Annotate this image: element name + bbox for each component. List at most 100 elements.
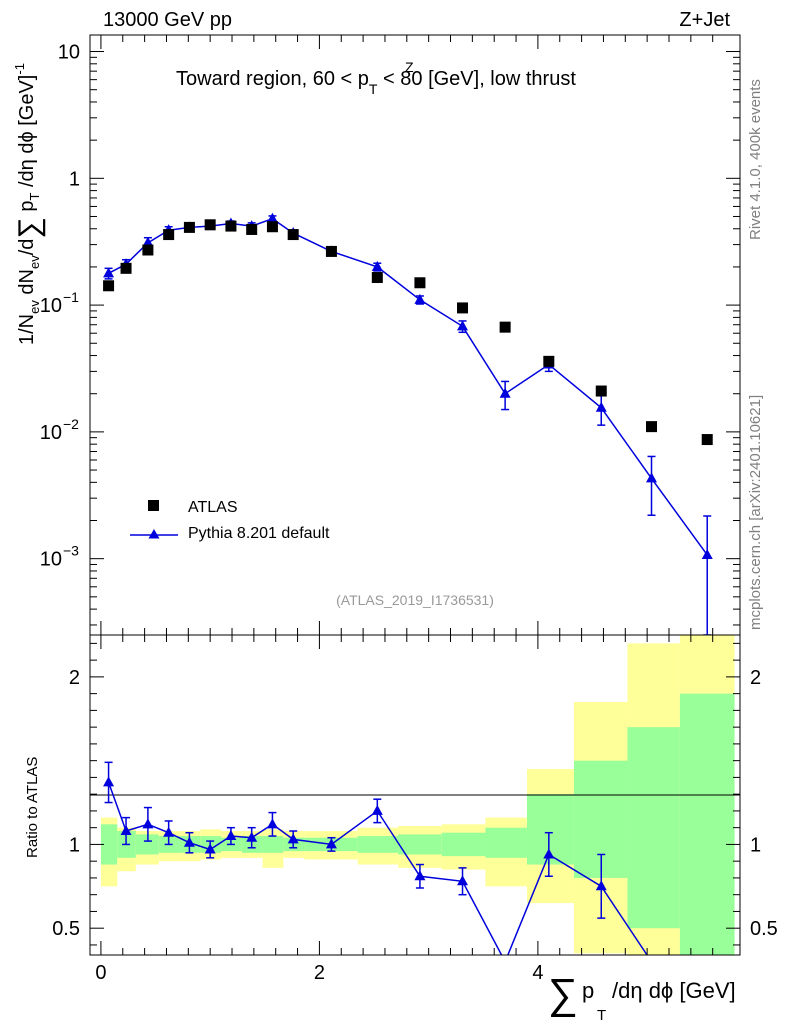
ratio-pythia-point [325,838,337,849]
ratio-y-axis: 0.5 0.5 1 1 2 2 [52,642,778,946]
ratio-inner-band [135,834,159,855]
legend-pythia-marker [148,529,160,539]
x-tick-label: 4 [532,962,543,984]
atlas-point [225,220,237,232]
atlas-point [457,302,469,314]
ratio-pythia-series [103,761,648,955]
atlas-point [371,272,383,284]
atlas-point [325,245,337,257]
atlas-point [595,385,607,397]
atlas-point [120,262,132,274]
ratio-inner-band [398,834,442,855]
pythia-point [103,267,115,278]
atlas-series [103,219,713,446]
x-tick-label: 2 [314,962,325,984]
main-plot-frame [89,34,741,636]
x-tick-label: 0 [95,962,106,984]
main-y-tick-label: 10 [40,549,62,571]
main-y-label-text: 1/Nev dNev/d∑ pT /dη dϕ [GeV]-1 [12,63,46,345]
pythia-point [266,212,278,223]
plot-title: Toward region, 60 < pT < 80 [GeV], low t… [176,68,576,97]
atlas-point [701,434,713,446]
ratio-pythia-point [287,833,299,844]
side-label-mcplots: mcplots.cern.ch [arXiv:2401.10621] [747,395,764,630]
legend-atlas-label: ATLAS [188,499,238,516]
ratio-y-tick-label-left: 0.5 [52,918,80,940]
main-y-tick-exponent: −3 [63,543,79,559]
x-label-p: p [582,978,594,1003]
ratio-pythia-point [595,880,607,891]
x-label-sub: T [597,1007,606,1024]
ratio-y-label: Ratio to ATLAS [24,757,41,858]
title-subscript: T [369,81,378,97]
ratio-inner-band [485,827,527,858]
x-axis-label: ∑ p T /dη dϕ [GeV] [548,970,736,1024]
ratio-pythia-point [414,870,426,881]
pythia-point [371,260,383,271]
ratio-pythia-point [103,776,115,787]
main-y-tick-label: 1 [69,168,80,190]
pythia-point [646,472,658,483]
ratio-y-tick-label-right: 1 [750,834,761,856]
ratio-plot-frame [89,634,741,956]
atlas-point [646,421,658,433]
pythia-series [103,212,713,636]
ratio-inner-band [262,836,284,853]
atlas-point [103,280,115,292]
pythia-point [142,236,154,247]
main-y-tick-label: 10 [58,42,80,64]
ratio-pythia-point [225,830,237,841]
pythia-point [499,387,511,398]
atlas-point [266,221,278,233]
main-y-tick-exponent: −1 [63,289,79,305]
legend-pythia-label: Pythia 8.201 default [188,525,330,542]
x-label-sum: ∑ [548,970,578,1017]
atlas-point [142,244,154,256]
pythia-point [457,320,469,331]
header-process: Z+Jet [679,9,730,31]
ratio-inner-band [357,836,399,853]
atlas-point [204,219,216,231]
ratio-pythia-point [183,836,195,847]
pythia-point [701,548,713,559]
ratio-pythia-point [266,818,278,829]
atlas-point [163,229,175,241]
atlas-point [183,221,195,233]
x-label-rest: /dη dϕ [GeV] [612,978,736,1003]
atlas-point [287,229,299,241]
title-superscript: Z [405,59,414,75]
ratio-y-tick-label-left: 1 [69,834,80,856]
ratio-pythia-point [142,818,154,829]
legend-atlas-marker [148,500,159,511]
pythia-point [414,293,426,304]
main-y-tick-exponent: −2 [63,416,79,432]
ratio-plot-panel: 0.5 0.5 1 1 2 2 0 2 4 [52,634,778,984]
ratio-inner-band [627,727,680,929]
ratio-inner-band [441,832,486,857]
atlas-point [414,277,426,289]
atlas-point [543,355,555,367]
side-label-rivet: Rivet 4.1.0, 400k events [747,79,764,240]
ratio-pythia-point [204,843,216,854]
ratio-pythia-point [457,875,469,886]
ratio-inner-band [100,824,118,865]
atlas-point [246,223,258,235]
ratio-x-axis: 0 2 4 [95,635,714,984]
header-energy: 13000 GeV pp [103,9,232,31]
main-y-tick-label: 10 [40,295,62,317]
legend: ATLAS Pythia 8.201 default [130,499,330,542]
ratio-pythia-point [246,831,258,842]
ratio-y-tick-label-left: 2 [69,667,80,689]
main-y-tick-label: 10 [40,422,62,444]
title-suffix: < 80 [GeV], low thrust [377,68,576,90]
pythia-point [595,401,607,412]
ratio-pythia-point [371,804,383,815]
ratio-pythia-point [163,826,175,837]
analysis-id: (ATLAS_2019_I1736531) [336,592,494,608]
ratio-inner-band [679,693,735,955]
ratio-pythia-point [543,848,555,859]
ratio-y-tick-label-right: 0.5 [750,918,778,940]
